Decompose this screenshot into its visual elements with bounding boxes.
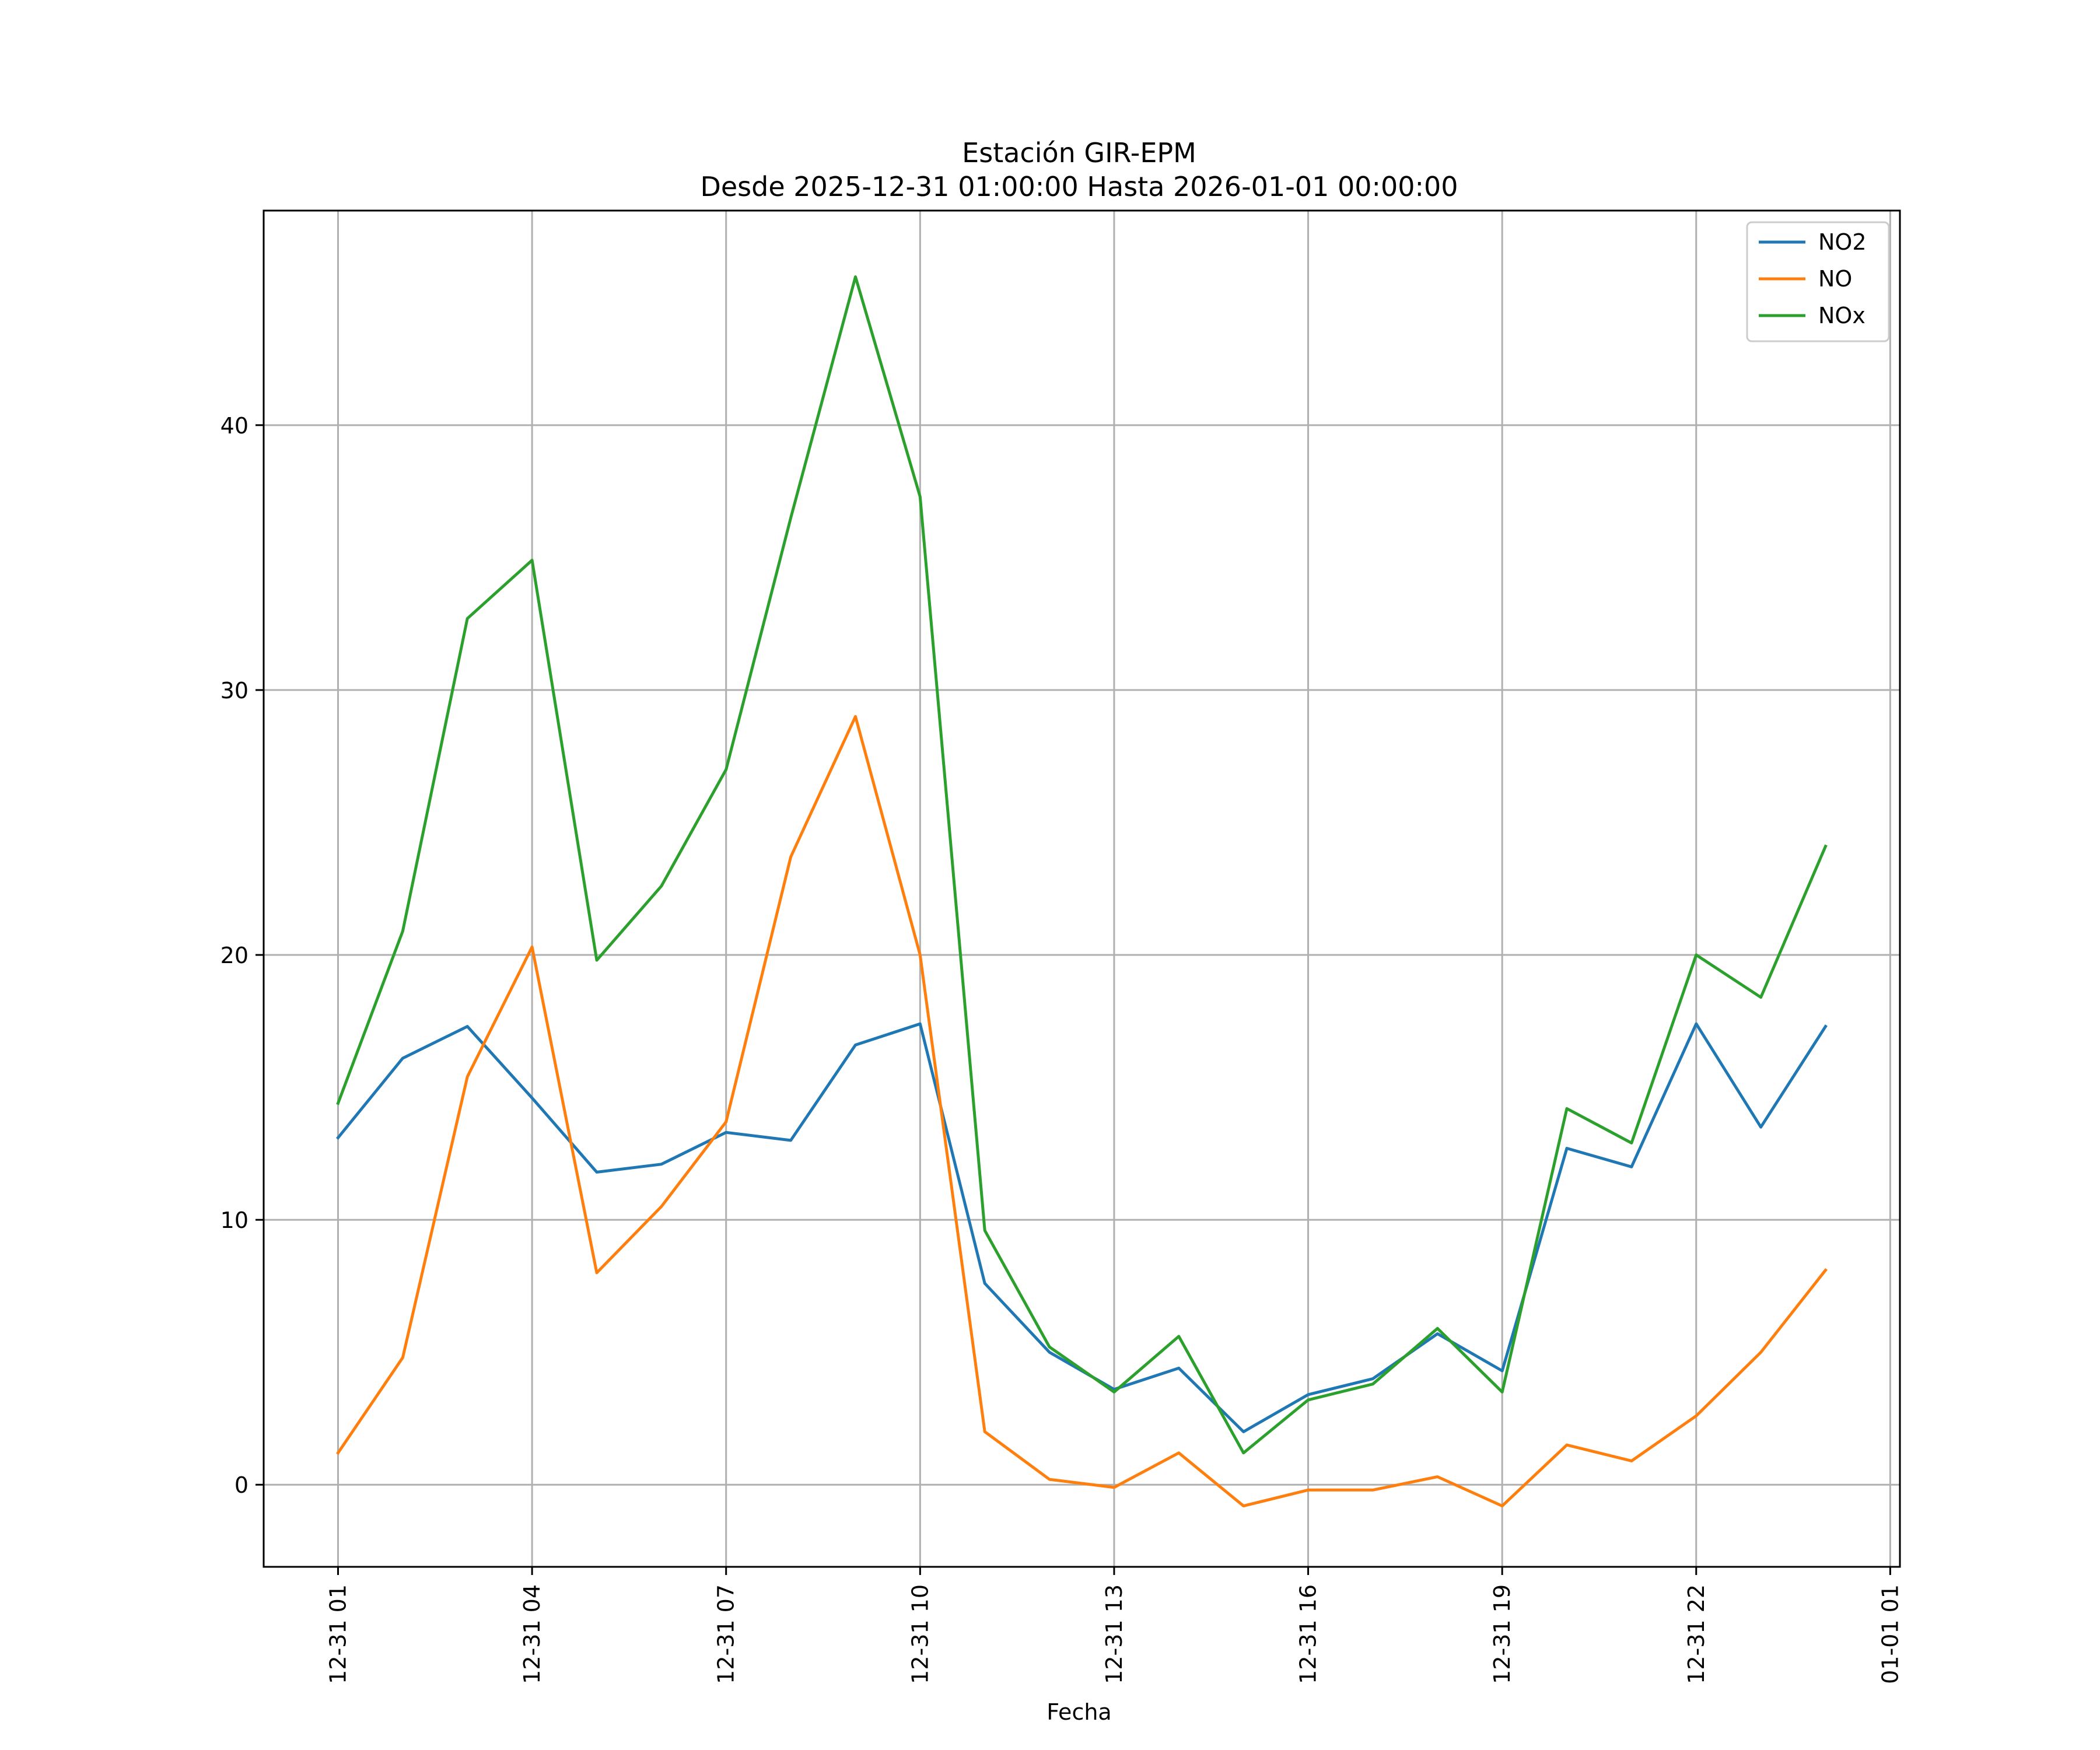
y-tick-label: 10 — [220, 1208, 249, 1233]
series-lines — [335, 275, 1828, 1508]
x-tick-label: 12-31 07 — [713, 1584, 739, 1684]
y-tick-label: 20 — [220, 943, 249, 968]
axes: 12-31 01 12-31 04 12-31 07 12-31 10 12-31 13… — [220, 209, 1903, 1684]
legend-box — [1746, 221, 1890, 342]
y-tick-label: 0 — [235, 1472, 249, 1498]
x-axis-label: Fecha — [1046, 1699, 1111, 1725]
y-tick-label: 30 — [220, 678, 249, 704]
x-tick-label: 01-01 01 — [1877, 1584, 1903, 1684]
legend-label: NO2 — [1818, 229, 1867, 255]
legend: NO2 NO NOx — [1746, 221, 1890, 342]
legend-label: NOx — [1818, 303, 1866, 328]
chart-title: Estación GIR-EPM — [962, 137, 1196, 169]
grid-lines — [264, 211, 1900, 1567]
x-tick-label: 12-31 22 — [1684, 1584, 1709, 1684]
x-tick-label: 12-31 04 — [519, 1584, 545, 1684]
chart-subtitle: Desde 2025-12-31 01:00:00 Hasta 2026-01-… — [700, 171, 1458, 202]
x-tick-label: 12-31 01 — [326, 1584, 351, 1684]
x-tick-label: 12-31 16 — [1296, 1584, 1321, 1684]
y-tick-label: 40 — [220, 413, 249, 439]
series-line-no — [336, 715, 1828, 1508]
plot-frame — [262, 209, 1901, 1568]
series-line-nox — [336, 275, 1828, 1455]
legend-label: NO — [1818, 266, 1852, 292]
x-tick-label: 12-31 10 — [907, 1584, 933, 1684]
x-tick-label: 12-31 19 — [1489, 1584, 1515, 1684]
x-tick-label: 12-31 13 — [1101, 1584, 1127, 1684]
